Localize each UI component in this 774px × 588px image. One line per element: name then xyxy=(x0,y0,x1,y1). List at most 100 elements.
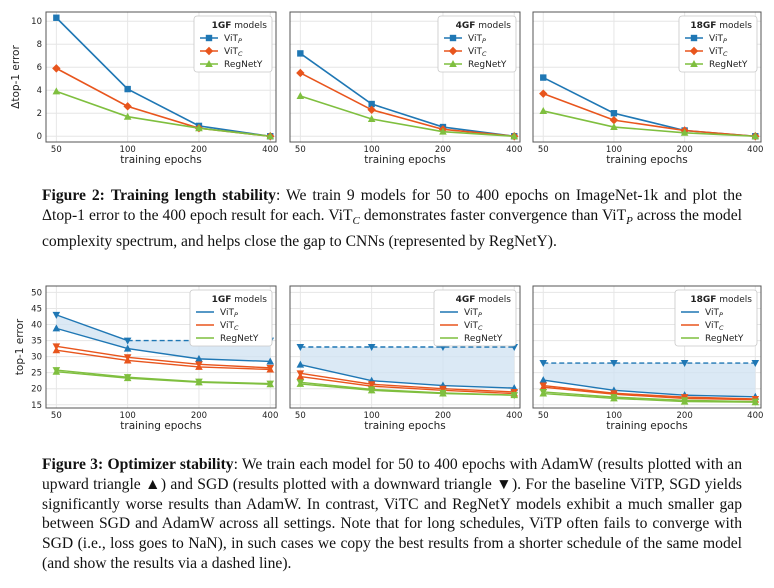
sgd-point-vitp xyxy=(680,360,689,368)
series-line-vitp xyxy=(299,52,515,138)
adamw-point-vitp xyxy=(266,357,275,365)
plot-frame xyxy=(532,285,762,409)
legend-marker-regnety xyxy=(205,60,213,67)
data-point-regnety xyxy=(266,132,275,140)
sgd-line-vitc xyxy=(300,372,515,393)
figure-3-charts: 50 100 200 400 15 20 25 30 35 40 45 50 training epoc… xyxy=(14,285,763,432)
figure-3-caption-text: : We train each model for 50 to 400 epoc… xyxy=(42,456,743,572)
x-tick-label: 100 xyxy=(606,411,622,421)
x-tick-label: 50 xyxy=(295,145,306,155)
data-point-regnety xyxy=(52,87,61,95)
legend-label-vitp: ViTP xyxy=(468,34,486,45)
data-point-regnety xyxy=(123,112,132,120)
adamw-line-vitp xyxy=(56,327,271,363)
legend-label-vitc: ViTC xyxy=(220,321,239,332)
adamw-point-vitp xyxy=(539,376,548,384)
data-point-regnety xyxy=(367,114,376,122)
data-point-vitp xyxy=(297,50,304,57)
legend-label-regnety: RegNetY xyxy=(468,60,507,70)
series-line-vitc xyxy=(542,92,756,138)
sgd-line-vitp xyxy=(56,314,128,342)
sgd-point-vitc xyxy=(610,390,618,398)
data-point-vitc xyxy=(539,89,548,98)
adamw-point-vitp xyxy=(52,324,61,332)
y-tick-label: 15 xyxy=(31,401,42,411)
legend-label-vitc: ViTC xyxy=(464,321,483,332)
adamw-point-vitp xyxy=(123,344,132,352)
chart-legend: 18GF models ViTP ViTC RegNetY xyxy=(674,289,758,347)
data-point-vitp xyxy=(368,100,375,108)
adamw-line-vitc xyxy=(300,375,515,395)
plot-frame xyxy=(289,11,521,143)
figure-2-sub-p: P xyxy=(626,214,633,227)
x-tick-label: 100 xyxy=(606,145,622,155)
x-tick-label: 100 xyxy=(120,411,136,421)
figure-2-title: Training length stability xyxy=(110,187,276,204)
adamw-line-regnety xyxy=(543,392,756,403)
sgd-point-vitp xyxy=(367,344,376,351)
x-axis-label: training epochs xyxy=(364,420,445,432)
y-axis-label: top-1 error xyxy=(14,318,26,375)
sgd-point-regnety xyxy=(52,367,61,375)
chart-panel-5: 50 100 200 400 training epochs 4GF models ViTP… xyxy=(289,285,522,432)
legend-label-vitp: ViTP xyxy=(709,34,727,45)
data-point-vitp xyxy=(53,14,60,21)
legend-box xyxy=(433,289,517,347)
sgd-point-regnety xyxy=(539,388,548,396)
figure-2-caption-body: : We train 9 models for 50 to 400 epochs… xyxy=(42,187,742,224)
legend-label-vitc: ViTC xyxy=(705,321,724,332)
sgd-line-vitc xyxy=(56,345,271,369)
figure-2-charts: 50 100 200 400 0 2 4 6 8 10 training epochs Δtop-1 … xyxy=(10,11,763,166)
x-tick-label: 50 xyxy=(51,411,62,421)
data-point-regnety xyxy=(680,128,689,136)
figure-2-sub-c: C xyxy=(352,214,360,227)
x-tick-label: 200 xyxy=(191,411,207,421)
figure-2-caption-mid: demonstrates faster convergence than ViT xyxy=(359,206,627,224)
legend-label-vitp: ViTP xyxy=(464,308,482,319)
data-point-vitp xyxy=(610,110,618,117)
y-axis-label: Δtop-1 error xyxy=(10,45,22,109)
data-point-regnety xyxy=(539,106,548,114)
series-line-vitc xyxy=(299,72,515,138)
sgd-point-vitp xyxy=(751,360,760,368)
sgd-line-regnety xyxy=(56,369,271,385)
figure-3-caption: Figure 3: Optimizer stability: We train … xyxy=(42,455,742,574)
y-tick-label: 25 xyxy=(31,369,42,379)
y-tick-label: 20 xyxy=(31,385,42,395)
legend-label-vitp: ViTP xyxy=(705,308,723,319)
x-axis-label: training epochs xyxy=(606,420,687,432)
legend-title: 4GF models xyxy=(456,21,512,31)
legend-title: 18GF models xyxy=(690,295,752,305)
sgd-point-vitc xyxy=(52,343,61,351)
x-tick-label: 50 xyxy=(51,145,62,155)
chart-panel-1: 50 100 200 400 0 2 4 6 8 10 training epochs Δtop-1 … xyxy=(10,11,278,166)
legend-label-regnety: RegNetY xyxy=(224,60,263,70)
x-axis-label: training epochs xyxy=(120,420,201,432)
x-tick-label: 400 xyxy=(506,411,522,421)
x-tick-label: 200 xyxy=(677,145,693,155)
adamw-line-vitc xyxy=(56,349,271,371)
legend-marker-vitp xyxy=(205,34,213,42)
data-point-regnety xyxy=(195,124,203,132)
x-tick-label: 200 xyxy=(435,411,451,421)
sgd-point-vitp xyxy=(123,337,132,345)
legend-label-vitp: ViTP xyxy=(220,308,238,319)
y-tick-label: 2 xyxy=(37,109,42,119)
chart-legend: 18GF models ViTP ViTC RegNetY xyxy=(678,15,758,73)
x-tick-label: 400 xyxy=(506,145,522,155)
sgd-point-vitp xyxy=(52,311,61,319)
sgd-point-regnety xyxy=(510,392,519,400)
y-tick-label: 10 xyxy=(31,17,42,27)
x-axis-label: training epochs xyxy=(364,154,445,166)
data-point-vitc xyxy=(367,105,376,114)
legend-label-vitc: ViTC xyxy=(709,47,728,58)
figure-2-caption: Figure 2: Training length stability: We … xyxy=(42,186,742,252)
y-tick-label: 50 xyxy=(31,288,42,298)
legend-title: 1GF models xyxy=(212,21,268,31)
y-tick-label: 35 xyxy=(31,337,42,347)
data-point-vitc xyxy=(296,68,305,78)
y-tick-label: 45 xyxy=(31,304,42,314)
sgd-point-regnety xyxy=(296,379,305,387)
chart-panel-2: 50 100 200 400 training epochs 4GF models ViTP… xyxy=(289,11,522,166)
legend-label-regnety: RegNetY xyxy=(464,334,503,344)
